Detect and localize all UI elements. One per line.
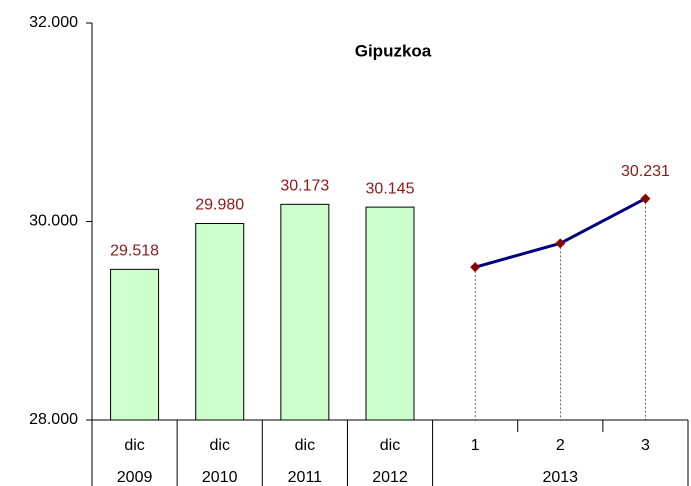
x-tick-label: dic <box>295 437 315 454</box>
bar <box>365 206 415 421</box>
marker <box>555 238 566 249</box>
chart-title: Gipuzkoa <box>355 41 432 60</box>
y-tick-label: 32.000 <box>29 14 78 31</box>
y-tick-label: 30.000 <box>29 213 78 230</box>
y-tick-label: 28.000 <box>29 411 78 428</box>
x-tick-label: 1 <box>471 437 480 454</box>
x-group-label: 2013 <box>542 469 578 486</box>
bar <box>280 203 330 421</box>
x-group-label: 2011 <box>288 469 323 486</box>
x-tick-label: dic <box>124 437 144 454</box>
marker <box>470 262 481 273</box>
x-tick-label: dic <box>209 437 229 454</box>
bar <box>195 222 245 421</box>
data-label: 29.518 <box>110 243 159 260</box>
data-label: 30.231 <box>621 163 670 180</box>
data-label: 29.980 <box>195 197 244 214</box>
x-tick-label: dic <box>380 437 400 454</box>
x-group-label: 2010 <box>202 469 238 486</box>
x-tick-label: 2 <box>556 437 565 454</box>
x-group-label: 2009 <box>117 469 153 486</box>
marker <box>640 193 651 204</box>
bar <box>110 268 160 421</box>
data-label: 30.145 <box>366 180 415 197</box>
x-tick-label: 3 <box>641 437 650 454</box>
x-group-label: 2012 <box>372 469 408 486</box>
data-label: 30.173 <box>280 178 329 195</box>
